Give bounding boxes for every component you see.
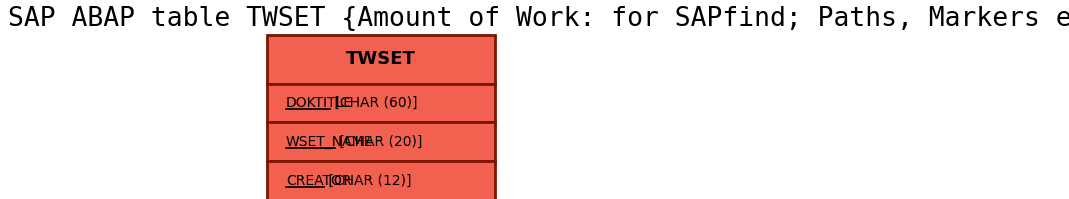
Text: [CHAR (60)]: [CHAR (60)] (329, 96, 417, 110)
FancyBboxPatch shape (267, 84, 495, 122)
FancyBboxPatch shape (267, 161, 495, 199)
Text: DOKTITLE: DOKTITLE (285, 96, 353, 110)
FancyBboxPatch shape (267, 35, 495, 84)
Text: WSET_NAME: WSET_NAME (285, 135, 373, 149)
Text: [CHAR (20)]: [CHAR (20)] (336, 135, 422, 149)
Text: TWSET: TWSET (346, 50, 416, 68)
FancyBboxPatch shape (267, 122, 495, 161)
Text: [CHAR (12)]: [CHAR (12)] (324, 174, 412, 188)
Text: CREATOR: CREATOR (285, 174, 352, 188)
Text: SAP ABAP table TWSET {Amount of Work: for SAPfind; Paths, Markers etc.}: SAP ABAP table TWSET {Amount of Work: fo… (7, 6, 1069, 32)
